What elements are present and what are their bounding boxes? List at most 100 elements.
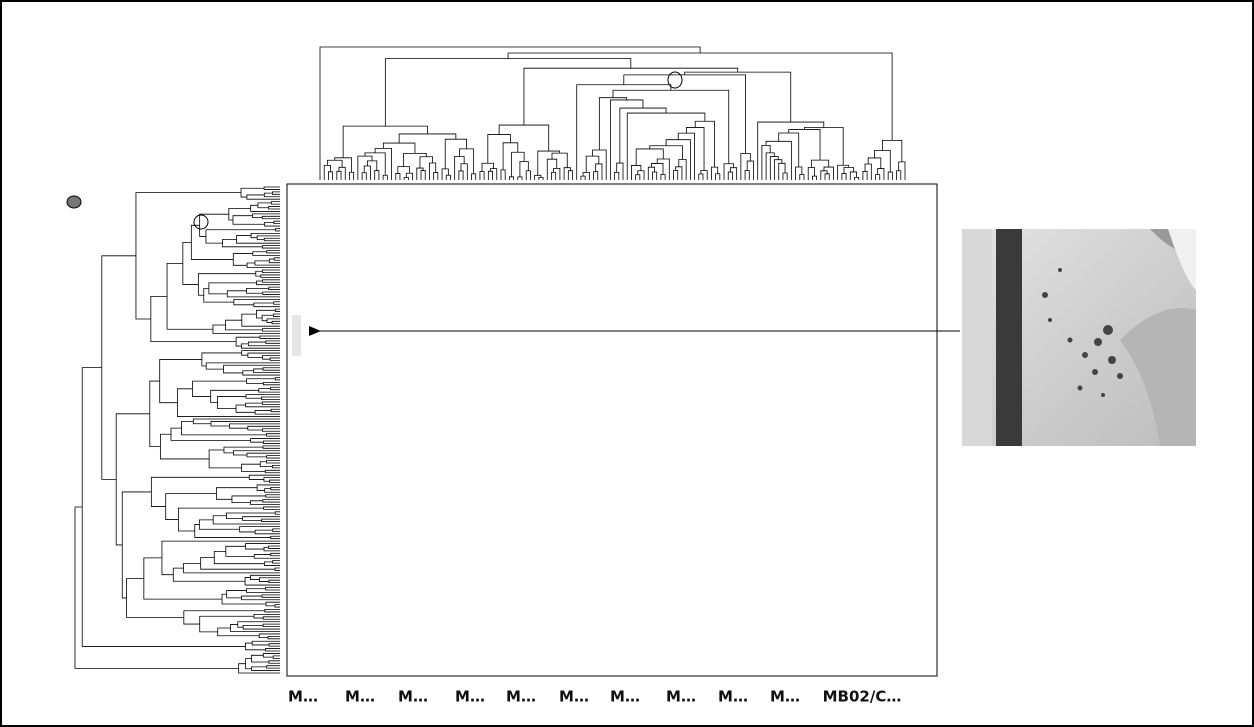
branch — [254, 369, 280, 373]
branch — [520, 161, 528, 176]
branch — [265, 489, 280, 493]
branch — [266, 495, 280, 497]
branch — [526, 171, 530, 180]
branch — [248, 342, 280, 346]
branch — [216, 488, 257, 500]
branch — [260, 336, 280, 338]
branch — [262, 246, 280, 248]
branch — [257, 236, 280, 240]
branch — [685, 72, 791, 122]
branch — [594, 172, 598, 180]
branch — [171, 428, 251, 440]
branch — [218, 396, 246, 408]
branch — [503, 143, 518, 170]
branch — [261, 397, 280, 399]
branch — [262, 329, 280, 331]
branch — [539, 177, 543, 180]
branch — [679, 160, 686, 180]
branch — [480, 171, 484, 180]
branch — [256, 271, 263, 276]
branch — [404, 153, 427, 166]
branch — [273, 314, 280, 316]
branch — [501, 170, 505, 180]
branch — [882, 140, 901, 161]
column-labels: M…M…M…M…M…M…M…M…M…M…MB02/C… — [288, 688, 901, 706]
branch — [263, 617, 280, 619]
branch — [243, 625, 280, 629]
branch — [247, 379, 276, 384]
branch — [888, 172, 892, 180]
branch — [246, 395, 280, 399]
branch — [255, 530, 280, 534]
branch — [265, 649, 280, 651]
branch — [262, 280, 280, 282]
branch — [599, 98, 626, 150]
branch — [459, 171, 463, 180]
branch — [272, 321, 280, 323]
column-label: M… — [288, 688, 318, 706]
branch — [518, 177, 522, 180]
branch — [404, 177, 408, 180]
branch — [262, 315, 273, 320]
branch — [420, 157, 433, 168]
branch — [251, 655, 268, 662]
branch — [406, 173, 412, 180]
branch — [265, 470, 280, 472]
branch — [259, 388, 280, 392]
branch — [661, 175, 665, 180]
branch — [263, 446, 280, 448]
branch — [445, 139, 466, 169]
branch — [202, 353, 242, 366]
branch — [650, 146, 683, 160]
branch — [258, 203, 271, 208]
branch — [263, 441, 280, 443]
branch — [648, 167, 654, 180]
column-label: M… — [506, 688, 536, 706]
branch — [265, 222, 280, 226]
branch — [421, 171, 425, 180]
branch — [246, 659, 252, 669]
branch — [863, 171, 867, 180]
branch — [613, 90, 729, 163]
cluster-marker — [668, 72, 682, 88]
branch — [701, 170, 707, 180]
branch — [264, 187, 280, 189]
branch — [271, 387, 280, 389]
branch — [844, 167, 853, 173]
branch — [266, 341, 280, 343]
branch — [398, 167, 410, 174]
branch — [160, 434, 209, 459]
branch — [876, 175, 880, 180]
branch — [266, 602, 280, 606]
branch — [263, 653, 280, 657]
branch — [247, 453, 280, 457]
branch — [259, 578, 280, 582]
branch — [593, 150, 607, 180]
branch — [269, 207, 280, 209]
branch — [267, 434, 280, 436]
branch — [385, 59, 630, 127]
branch — [775, 160, 782, 180]
branch — [264, 238, 280, 240]
branch — [262, 519, 280, 521]
branch — [275, 377, 280, 379]
branch — [166, 493, 217, 519]
branch — [267, 319, 280, 323]
branch — [248, 426, 280, 430]
branch — [488, 135, 511, 164]
branch — [246, 288, 268, 293]
branch — [242, 596, 280, 600]
branch — [699, 174, 703, 180]
branch — [250, 501, 280, 505]
branch — [136, 193, 241, 319]
branch — [275, 568, 280, 570]
branch — [274, 302, 280, 304]
column-label: M… — [770, 688, 800, 706]
branch — [636, 149, 663, 166]
branch — [262, 216, 280, 218]
branch — [358, 156, 372, 180]
branch — [264, 478, 280, 482]
branch — [272, 465, 280, 467]
branch — [173, 568, 245, 581]
column-label: M… — [666, 688, 696, 706]
